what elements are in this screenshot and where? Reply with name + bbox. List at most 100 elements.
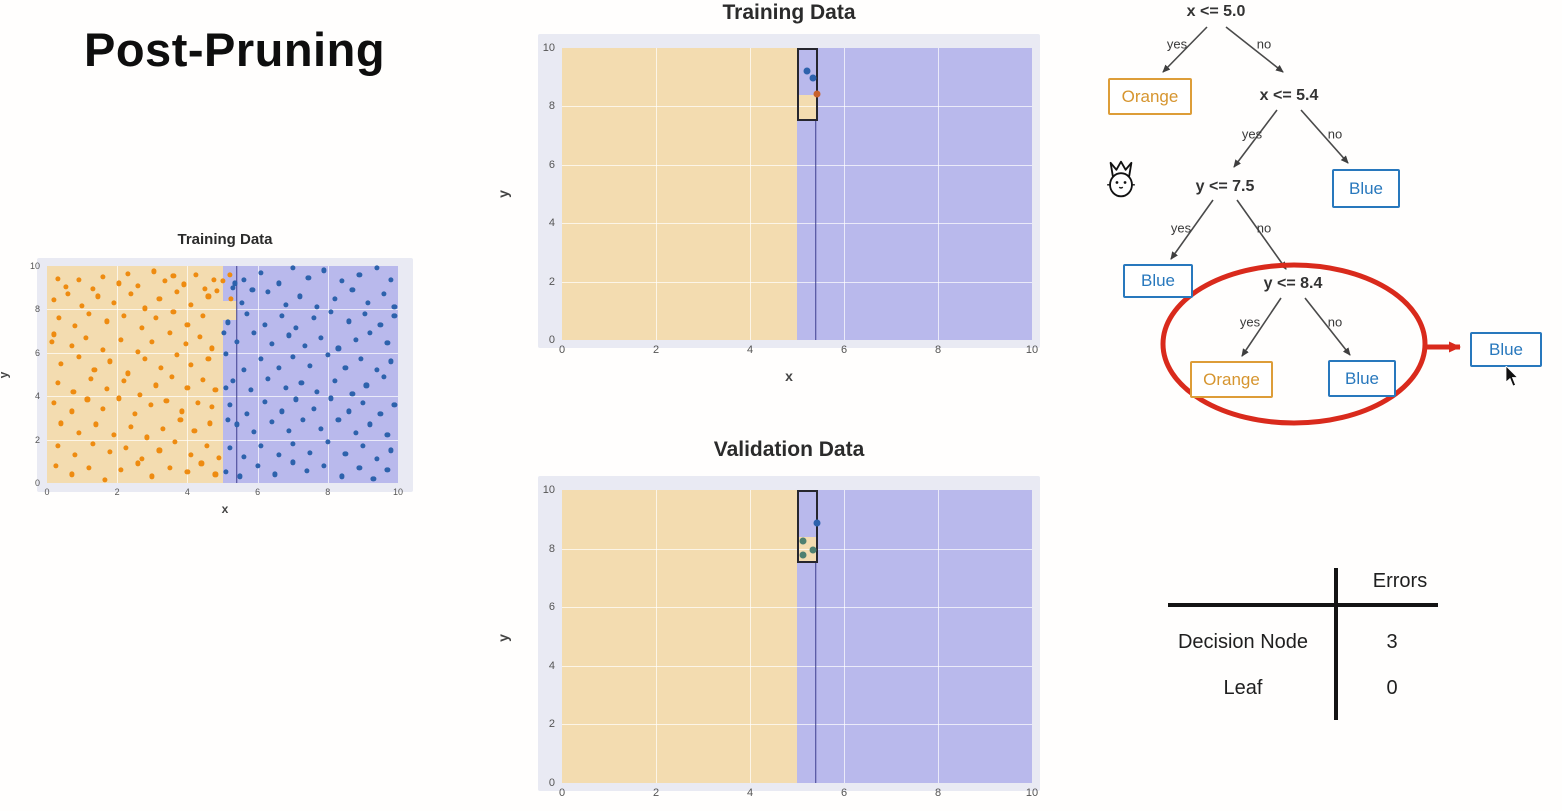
data-point — [142, 356, 148, 362]
training-zoom-plot-area: 0 2 4 6 8 10 0 2 4 6 8 10 — [543, 42, 1038, 356]
data-point — [142, 305, 148, 311]
edge-label-yes: yes — [1166, 36, 1188, 52]
data-point — [160, 426, 166, 432]
tree-node-x-5-4: x <= 5.4 — [1259, 87, 1319, 104]
tree-node-blue: Blue — [1123, 264, 1193, 298]
data-point — [170, 273, 176, 279]
data-point — [286, 428, 292, 434]
data-point — [107, 448, 113, 455]
data-point — [149, 339, 155, 345]
data-point — [212, 471, 219, 477]
data-point — [188, 362, 194, 368]
data-point — [346, 318, 352, 324]
data-point — [332, 295, 338, 302]
data-point — [265, 289, 271, 295]
data-point — [251, 330, 257, 336]
y-axis-label: y — [494, 634, 511, 642]
data-point — [153, 382, 159, 388]
data-point — [311, 315, 317, 321]
data-point — [283, 302, 289, 308]
x-axis-label: x — [785, 368, 793, 384]
data-point — [307, 450, 313, 456]
axis-tick-label: 2 — [34, 434, 40, 445]
axis-tick-label: 10 — [29, 261, 40, 271]
data-point — [167, 465, 173, 471]
data-point — [384, 467, 391, 473]
axis-tick-label: 4 — [184, 487, 190, 497]
data-point — [223, 351, 229, 357]
highlight-rectangle — [797, 490, 819, 564]
validation-plot: 0 2 4 6 8 10 0 2 4 6 8 10 — [538, 476, 1040, 799]
gridline — [562, 724, 1032, 726]
gridline — [938, 490, 939, 783]
data-point — [118, 467, 124, 473]
gridline — [562, 223, 1032, 225]
data-point — [149, 473, 155, 480]
data-point — [135, 282, 141, 289]
data-point — [384, 340, 391, 346]
gridline — [938, 48, 939, 340]
data-point — [93, 421, 99, 427]
training-zoom-plot: 0 2 4 6 8 10 0 2 4 6 8 10 — [538, 34, 1040, 356]
data-point — [102, 477, 108, 483]
data-point — [65, 291, 71, 297]
data-point — [125, 271, 131, 277]
data-point — [100, 274, 106, 280]
data-point — [132, 410, 138, 417]
data-point — [58, 420, 64, 426]
gridline — [117, 266, 119, 483]
data-point — [200, 313, 206, 319]
data-point — [193, 272, 199, 278]
data-point — [139, 325, 145, 331]
data-point — [174, 352, 180, 358]
data-point — [200, 377, 206, 383]
edge-label-no: no — [1256, 36, 1272, 52]
data-point — [184, 384, 190, 391]
data-point — [356, 465, 362, 471]
data-point — [272, 471, 278, 477]
tree-edge — [1162, 26, 1208, 73]
gridline — [562, 164, 1032, 166]
data-point — [100, 346, 106, 353]
data-point — [204, 443, 210, 449]
edge-label-no: no — [1256, 220, 1272, 236]
axis-tick-label: 4 — [548, 217, 555, 230]
data-point — [240, 277, 247, 283]
data-point — [384, 432, 391, 438]
data-point — [374, 456, 380, 462]
axis-tick-label: 8 — [934, 787, 942, 799]
edge-label-no: no — [1327, 314, 1343, 330]
axis-tick-label: 0 — [548, 777, 555, 789]
data-point — [135, 349, 141, 355]
data-point — [332, 378, 338, 384]
data-point — [191, 428, 197, 434]
axis-tick-label: 10 — [542, 42, 555, 54]
gridline — [47, 352, 398, 354]
data-point — [54, 380, 61, 386]
data-point — [188, 452, 194, 458]
errors-table-header: Errors — [1372, 570, 1428, 592]
y-axis-label: y — [494, 190, 511, 198]
data-point — [325, 352, 331, 358]
data-point — [262, 399, 268, 405]
data-point — [88, 376, 94, 382]
data-point — [358, 356, 364, 362]
orange-notch-region — [222, 300, 237, 321]
pruning-ellipse — [1160, 262, 1428, 426]
data-point — [232, 280, 238, 286]
data-point — [388, 447, 394, 454]
data-point — [221, 330, 227, 336]
blue-region — [797, 490, 1032, 783]
data-point — [388, 277, 394, 283]
data-point — [118, 337, 124, 343]
data-point — [321, 463, 327, 469]
data-point — [283, 384, 289, 391]
data-point — [75, 277, 82, 283]
validation-plot-area: 0 2 4 6 8 10 0 2 4 6 8 10 — [543, 484, 1038, 799]
data-point — [799, 551, 807, 559]
data-point — [202, 286, 208, 292]
data-point — [249, 287, 255, 293]
data-point — [314, 389, 320, 395]
blue-region — [797, 48, 1032, 340]
data-point — [362, 311, 368, 317]
